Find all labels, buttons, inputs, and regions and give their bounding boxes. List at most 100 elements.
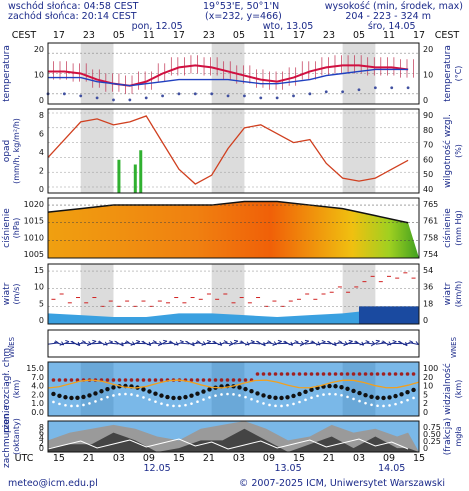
left-tick-label: 4 (39, 148, 44, 157)
wind-arrow-head (223, 340, 228, 343)
wind-arrow (157, 339, 168, 347)
cloudbase-point (285, 395, 290, 400)
wind-arrow-shaft (386, 341, 397, 346)
visibility-point (340, 393, 343, 397)
bottom-date-label: 12.05 (144, 463, 171, 474)
wind-arrow-shaft (108, 342, 119, 345)
wind-arrow-shaft (272, 341, 282, 346)
cloudbase-point (171, 395, 176, 401)
visibility-point (250, 397, 253, 401)
right-tick-label: 758 (423, 233, 438, 242)
wind-arrow-shaft (92, 342, 103, 345)
cloudbase-point (387, 395, 392, 400)
top-date-label: śro, 14.05 (368, 21, 416, 32)
wind-arrow-shaft (326, 340, 337, 347)
left-tick-label: 1010 (24, 233, 44, 242)
cloudtop-point (333, 372, 338, 376)
cloudtop-point (345, 372, 350, 376)
wind-arrow-shaft (299, 340, 310, 347)
cloudbase-point (111, 385, 116, 390)
cloudbase-point (93, 391, 98, 396)
wind-arrow (343, 339, 353, 347)
bottom-hour-label: 03 (353, 453, 365, 464)
right-tick-label: 60 (423, 155, 433, 164)
tz-right-label: CEST (435, 30, 460, 41)
visibility-point (112, 394, 115, 397)
left-tick-label: 8 (39, 423, 44, 432)
panel-right-label: ciśnienie (442, 208, 453, 248)
wind-arrow-shaft (130, 341, 141, 346)
right-tick-label: 18 (423, 299, 433, 308)
right-tick-label: 2 (423, 399, 428, 408)
panel-right-label: temperatura (443, 45, 453, 102)
cloudtop-point (393, 372, 398, 376)
windchill-point (62, 92, 66, 96)
left-tick-label: 0.0 (31, 408, 44, 417)
cloudbase-point (237, 385, 242, 390)
cloudtop-point (207, 378, 212, 382)
wind-arrow-shaft (364, 342, 375, 345)
cloudtop-point (159, 378, 164, 382)
wind-arrow-shaft (141, 341, 151, 346)
wind-arrow-shaft (174, 341, 184, 346)
visibility-point (370, 403, 373, 407)
cloudbase-point (303, 389, 308, 395)
visibility-point (292, 402, 295, 406)
visibility-point (346, 395, 349, 399)
windchill-point (406, 86, 410, 90)
cloudtop-point (219, 378, 224, 382)
cloudtop-point (309, 372, 314, 376)
left-tick-label: 4.0 (31, 382, 44, 391)
visibility-point (58, 402, 61, 406)
sunset-text: zachód słońca: 20:14 CEST (8, 11, 137, 22)
precip-bar (139, 150, 143, 193)
wind-arrow-shaft (228, 340, 239, 347)
cloudtop-point (351, 372, 356, 376)
windchill-point (161, 94, 164, 98)
cloudbase-point (351, 388, 356, 394)
visibility-point (244, 395, 247, 399)
wind-arrow-shaft (397, 340, 408, 347)
wind-arrow-shaft (408, 342, 419, 345)
bottom-hour-label: 15 (293, 453, 305, 464)
wind-arrow-head (152, 340, 157, 343)
wind-arrow-shaft (114, 340, 124, 347)
wind-area (48, 308, 419, 324)
wind-arrow-head (109, 340, 113, 343)
wind-strong-area (358, 306, 419, 324)
wind-arrow-shaft (343, 340, 353, 347)
wind-arrow-head (206, 339, 211, 343)
wind-arrow-head (125, 340, 130, 344)
right-tick-label: 40 (423, 185, 433, 194)
cloudtop-point (237, 378, 242, 382)
panel-left-label: zachmurzenie (2, 405, 12, 469)
cloudbase-point (309, 387, 314, 392)
sunrise-text: wschód słońca: 04:58 CEST (8, 1, 139, 12)
visibility-point (304, 398, 307, 402)
cloudbase-point (261, 393, 266, 398)
visibility-point (226, 392, 229, 396)
left-tick-label: 15 (34, 266, 44, 275)
wind-arrow-head (65, 339, 70, 343)
wind-arrow-head (54, 340, 59, 344)
visibility-point (238, 394, 241, 397)
right-tick-label: 54 (423, 266, 433, 275)
bottom-hour-label: 03 (233, 453, 245, 464)
cloudtop-point (213, 378, 218, 382)
windchill-point (210, 92, 214, 96)
cloudbase-point (291, 393, 296, 399)
windchill-point (357, 88, 361, 92)
wind-arrow-head (179, 340, 184, 343)
visibility-point (202, 398, 205, 401)
cloudtop-point (279, 372, 284, 376)
right-tick-label: 70 (423, 141, 433, 150)
right-tick-label: 20 (423, 373, 433, 382)
cloudbase-point (297, 391, 302, 397)
panel-left-unit: (oktanty) (12, 418, 21, 455)
footer-email[interactable]: meteo@icm.edu.pl (8, 478, 98, 489)
cloudbase-point (69, 395, 74, 401)
visibility-point (256, 400, 259, 403)
cloudbase-point (267, 394, 272, 400)
cloudtop-point (363, 372, 368, 376)
cloud-low-area (48, 428, 419, 452)
